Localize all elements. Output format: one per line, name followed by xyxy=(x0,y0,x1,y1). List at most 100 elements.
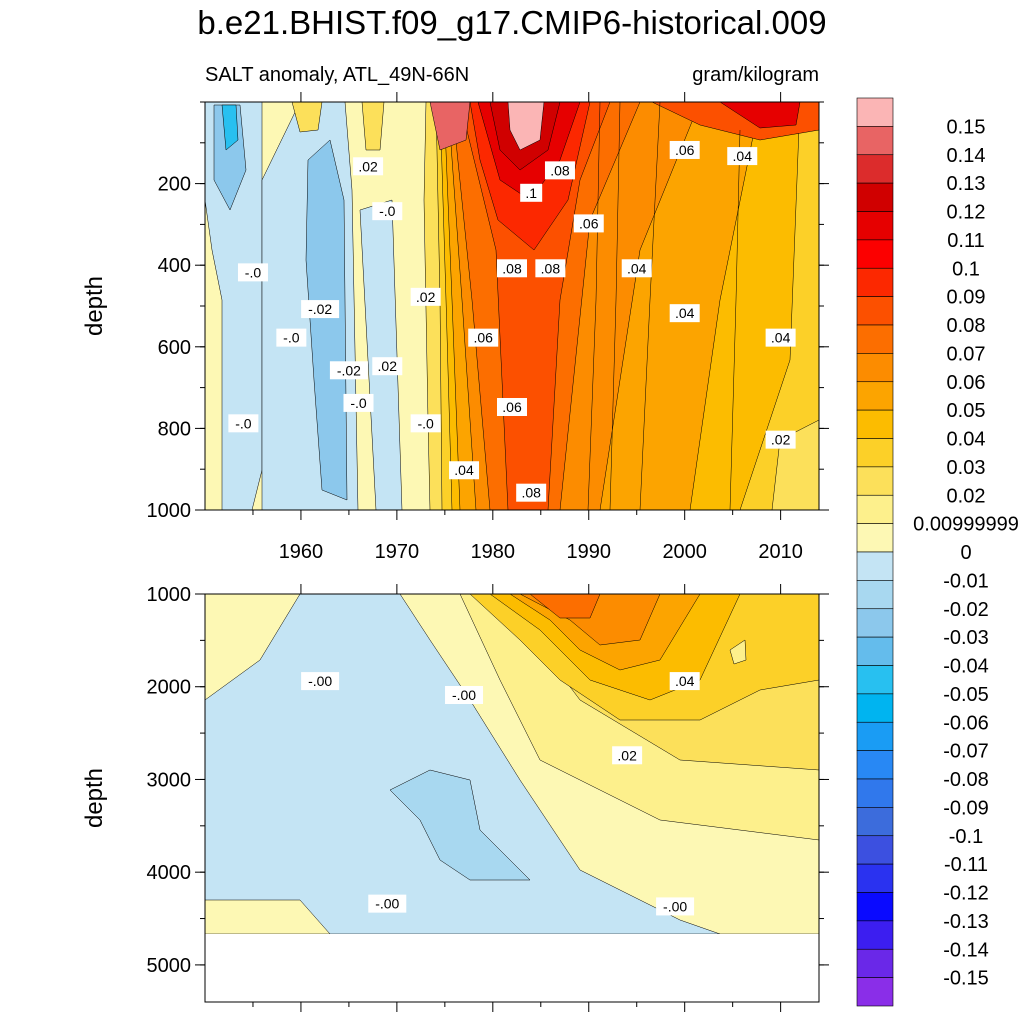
x-tick-label: 1990 xyxy=(567,541,612,563)
upper-y-axis-label: depth xyxy=(81,276,108,336)
contour-label: .08 xyxy=(521,485,541,501)
y-tick-label: 200 xyxy=(158,174,191,196)
y-tick-label: 1000 xyxy=(147,500,192,522)
colorbar-swatch xyxy=(857,807,893,835)
colorbar-swatch xyxy=(857,751,893,779)
contour-label: -.02 xyxy=(308,301,332,317)
upper-band-pos-16 xyxy=(362,102,384,150)
colorbar-label: -0.05 xyxy=(943,684,989,706)
contour-label: -.0 xyxy=(350,395,367,411)
colorbar-label: -0.15 xyxy=(943,968,989,990)
y-tick-label: 3000 xyxy=(147,769,192,791)
colorbar-label: 0 xyxy=(960,542,971,564)
chart-title: b.e21.BHIST.f09_g17.CMIP6-historical.009 xyxy=(197,4,826,41)
upper-panel-field xyxy=(205,102,819,510)
colorbar-label: -0.04 xyxy=(943,656,989,678)
contour-label: -.00 xyxy=(308,673,332,689)
colorbar-swatch xyxy=(857,921,893,949)
figure: b.e21.BHIST.f09_g17.CMIP6-historical.009… xyxy=(0,0,1024,1024)
contour-label: .02 xyxy=(416,289,436,305)
contour-label: .02 xyxy=(617,747,637,763)
colorbar-swatch xyxy=(857,183,893,211)
colorbar-swatch xyxy=(857,439,893,467)
colorbar-swatch xyxy=(857,495,893,523)
colorbar-label: -0.13 xyxy=(943,911,989,933)
contour-label: -.00 xyxy=(452,687,476,703)
colorbar-swatch xyxy=(857,609,893,637)
colorbar-swatch xyxy=(857,552,893,580)
contour-label: .04 xyxy=(627,260,647,276)
colorbar-swatch xyxy=(857,666,893,694)
colorbar-label: -0.14 xyxy=(943,939,989,961)
colorbar-label: 0.00999999 xyxy=(913,514,1019,536)
x-tick-label: 2000 xyxy=(662,541,707,563)
x-tick-label: 2010 xyxy=(758,541,803,563)
colorbar-label: -0.02 xyxy=(943,599,989,621)
y-tick-label: 400 xyxy=(158,255,191,277)
y-tick-label: 5000 xyxy=(147,955,192,977)
colorbar-swatch xyxy=(857,297,893,325)
contour-label: .02 xyxy=(358,158,378,174)
colorbar-label: -0.1 xyxy=(949,826,983,848)
colorbar-label: -0.03 xyxy=(943,627,989,649)
colorbar-swatch xyxy=(857,864,893,892)
colorbar-swatch xyxy=(857,694,893,722)
colorbar-swatch xyxy=(857,779,893,807)
x-tick-label: 1960 xyxy=(279,541,324,563)
colorbar-swatch xyxy=(857,410,893,438)
colorbar-swatch xyxy=(857,98,893,126)
colorbar-swatch xyxy=(857,155,893,183)
colorbar-label: 0.05 xyxy=(947,400,986,422)
y-tick-label: 2000 xyxy=(147,677,192,699)
colorbar-label: 0.07 xyxy=(947,343,986,365)
contour-label: .08 xyxy=(541,260,561,276)
colorbar: 0.15 0.14 0.13 0.12 0.11 0.1 0.09 0.08 0.07 0.06 0… xyxy=(857,98,1019,1006)
colorbar-label: 0.12 xyxy=(947,202,986,224)
colorbar-label: -0.09 xyxy=(943,797,989,819)
colorbar-swatch xyxy=(857,836,893,864)
subtitle-variable: SALT anomaly, ATL_49N-66N xyxy=(205,64,469,86)
colorbar-swatch xyxy=(857,126,893,154)
colorbar-swatch xyxy=(857,637,893,665)
colorbar-swatch xyxy=(857,382,893,410)
contour-label: .06 xyxy=(579,215,599,231)
contour-label: -.0 xyxy=(417,415,434,431)
y-tick-label: 4000 xyxy=(147,862,192,884)
contour-label: .02 xyxy=(771,432,791,448)
colorbar-swatch xyxy=(857,978,893,1006)
colorbar-swatch xyxy=(857,268,893,296)
colorbar-label: -0.08 xyxy=(943,769,989,791)
colorbar-label: 0.08 xyxy=(947,315,986,337)
colorbar-swatch xyxy=(857,212,893,240)
x-tick-label: 1970 xyxy=(375,541,420,563)
contour-label: .04 xyxy=(675,305,695,321)
colorbar-label: 0.03 xyxy=(947,457,986,479)
y-tick-label: 600 xyxy=(158,337,191,359)
contour-label: .04 xyxy=(733,148,753,164)
contour-label: -.0 xyxy=(379,203,396,219)
colorbar-swatch xyxy=(857,580,893,608)
colorbar-label: 0.02 xyxy=(947,485,986,507)
colorbar-swatch xyxy=(857,524,893,552)
x-tick-label: 1980 xyxy=(471,541,516,563)
colorbar-swatch xyxy=(857,893,893,921)
colorbar-swatch xyxy=(857,353,893,381)
subtitle-units: gram/kilogram xyxy=(692,64,819,86)
contour-label: -.0 xyxy=(235,415,252,431)
colorbar-label: 0.04 xyxy=(947,429,986,451)
colorbar-swatch xyxy=(857,325,893,353)
colorbar-label: -0.12 xyxy=(943,883,989,905)
colorbar-label: 0.13 xyxy=(947,173,986,195)
contour-label: -.00 xyxy=(375,896,399,912)
contour-label: .06 xyxy=(502,399,522,415)
lower-panel-field xyxy=(205,594,819,1004)
colorbar-label: 0.11 xyxy=(947,230,984,252)
contour-label: -.0 xyxy=(245,264,262,280)
y-tick-label: 800 xyxy=(158,418,191,440)
colorbar-label: 0.15 xyxy=(947,116,986,138)
lower-panel: -.00 -.00 .04 .02 -.00 -.00 1000 2000 3000 4000 5… xyxy=(81,584,829,1012)
contour-label: .02 xyxy=(378,358,398,374)
contour-label: .06 xyxy=(675,142,695,158)
colorbar-label: 0.09 xyxy=(947,287,986,309)
upper-panel: .02 -.0 -.0 -.02 .02 -.0 -.02 .02 -.0 -.0 -.0 .04 .0… xyxy=(81,92,829,563)
